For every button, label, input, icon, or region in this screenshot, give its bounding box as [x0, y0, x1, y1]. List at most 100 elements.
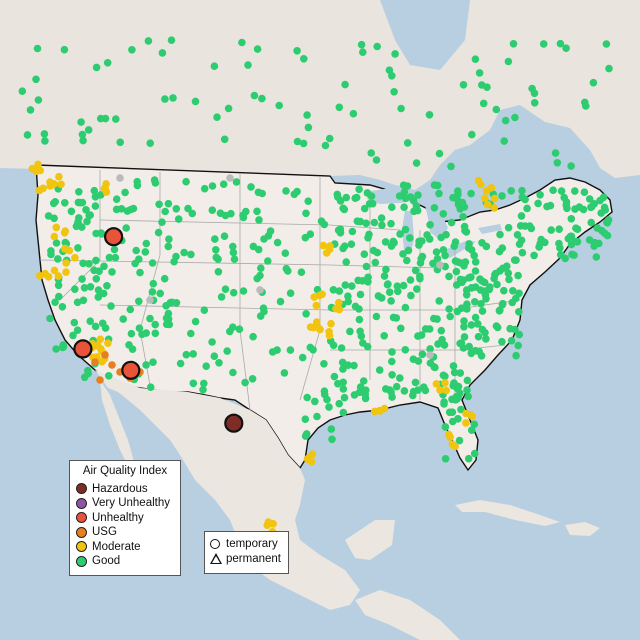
monitor-dot: [121, 188, 129, 197]
monitor-dot: [477, 300, 485, 308]
monitor-dot: [322, 249, 331, 257]
monitor-dot: [97, 229, 105, 237]
monitor-dot: [388, 348, 396, 356]
monitor-dot: [474, 320, 482, 328]
monitor-dot: [471, 267, 480, 275]
monitor-dot: [187, 329, 195, 338]
monitor-dot: [95, 267, 103, 276]
monitor-dot: [342, 193, 351, 202]
monitor-dot: [52, 223, 61, 232]
monitor-dot: [304, 197, 313, 205]
monitor-dot: [176, 359, 185, 368]
monitor-dot: [499, 299, 507, 308]
monitor-dot: [372, 312, 381, 321]
monitor-dot: [363, 189, 372, 197]
monitor-dot: [501, 116, 510, 125]
monitor-dot: [75, 188, 83, 196]
monitor-dot: [304, 123, 313, 132]
monitor-dot: [91, 322, 100, 331]
monitor-dot: [547, 226, 555, 234]
monitor-dot: [441, 372, 449, 381]
monitor-dot: [320, 387, 329, 396]
monitor-dot: [226, 327, 234, 336]
mexico-land: [95, 370, 360, 610]
monitor-dot: [290, 190, 299, 199]
monitor-dot: [445, 305, 453, 313]
monitor-dot: [339, 204, 348, 213]
monitor-dot: [96, 376, 104, 384]
monitor-dot: [374, 292, 383, 300]
monitor-dot: [399, 181, 408, 189]
monitor-dot: [32, 75, 40, 84]
monitor-dot: [102, 188, 111, 196]
monitor-dot: [144, 37, 153, 45]
monitor-dot: [445, 408, 454, 417]
monitor-dot: [416, 259, 425, 267]
monitor-dot: [336, 229, 345, 237]
monitor-dot: [370, 407, 379, 416]
monitor-dot: [333, 190, 342, 199]
monitor-dot: [580, 188, 589, 196]
monitor-dot: [253, 45, 262, 53]
monitor-dot: [401, 346, 410, 354]
monitor-dot: [54, 281, 63, 290]
monitor-dot: [387, 297, 395, 305]
monitor-dot: [103, 59, 112, 67]
monitor-dot: [441, 423, 450, 431]
monitor-dot: [41, 137, 49, 145]
monitor-dot: [603, 219, 612, 227]
monitor-dot: [400, 188, 409, 196]
monitor-dot: [51, 298, 59, 307]
monitor-dot: [297, 268, 306, 277]
monitor-dot: [264, 257, 272, 265]
monitor-dot: [219, 180, 228, 188]
monitor-dot: [468, 130, 476, 139]
state-line: [99, 304, 331, 311]
monitor-dot: [403, 139, 412, 147]
monitor-dot: [562, 198, 571, 206]
monitor-dot: [135, 324, 144, 333]
monitor-dot: [467, 246, 476, 254]
monitor-dot: [462, 291, 471, 299]
monitor-dot: [381, 238, 390, 246]
monitor-dot: [388, 357, 396, 366]
monitor-dot: [200, 306, 209, 315]
monitor-dot: [229, 248, 238, 257]
monitor-dot: [303, 111, 311, 119]
monitor-dot: [221, 211, 230, 220]
monitor-dot: [476, 275, 484, 283]
monitor-dot: [518, 248, 527, 257]
monitor-dot: [59, 341, 67, 349]
monitor-dot: [498, 244, 507, 252]
monitor-dot: [310, 293, 319, 301]
monitor-dot: [302, 209, 310, 218]
monitor-dot: [199, 386, 207, 394]
monitor-dot: [450, 368, 459, 377]
monitor-dot: [412, 159, 421, 167]
monitor-dot: [409, 387, 418, 396]
monitor-dot: [557, 187, 566, 195]
monitor-dot: [572, 224, 580, 232]
monitor-dot: [293, 137, 302, 146]
monitor-dot: [431, 363, 439, 372]
monitor-dot: [238, 38, 246, 47]
monitor-dot: [344, 292, 352, 301]
monitor-dot: [353, 217, 362, 225]
monitor-dot: [481, 328, 489, 337]
monitor-dot: [303, 455, 312, 463]
monitor-dot: [515, 330, 524, 339]
monitor-dot: [241, 378, 249, 387]
monitor-dot: [393, 282, 402, 291]
central-america-land: [355, 590, 460, 640]
monitor-dot: [78, 275, 86, 283]
monitor-type-legend: temporary permanent: [204, 531, 289, 574]
monitor-dot: [351, 302, 360, 311]
monitor-dot: [281, 249, 290, 257]
monitor-dot: [440, 341, 449, 349]
monitor-dot: [191, 97, 200, 106]
monitor-dot: [86, 283, 95, 291]
monitor-dot: [50, 232, 59, 241]
monitor-dot: [96, 191, 105, 199]
monitor-dot: [220, 232, 229, 240]
monitor-dot: [79, 296, 88, 305]
